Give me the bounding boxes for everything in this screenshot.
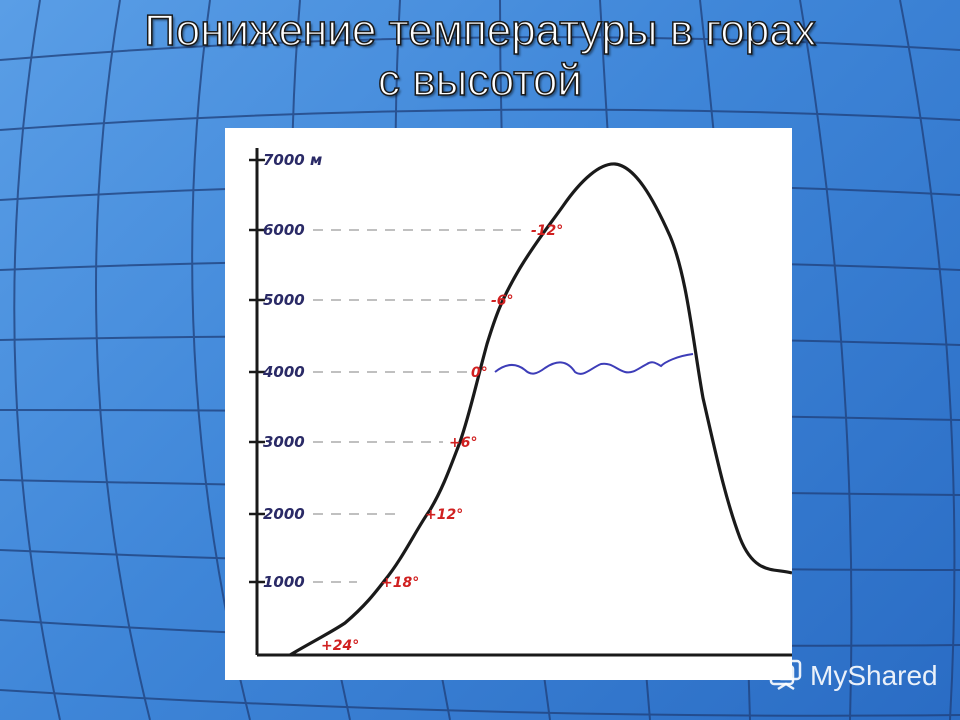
title-line-1: Понижение температуры в горах: [143, 5, 816, 56]
temperature-label: +6°: [449, 435, 477, 451]
base-temperature-label: +24°: [321, 638, 359, 654]
altitude-label: 2000: [263, 505, 305, 523]
slide-title: Понижение температуры в горах с высотой: [0, 5, 960, 106]
altitude-label: 5000: [263, 291, 305, 309]
temperature-label: +18°: [381, 575, 419, 591]
mountain-profile: [289, 162, 792, 657]
temperature-label: +12°: [425, 507, 463, 523]
mountain-temperature-diagram: 1000 2000 3000 4000 5000 6000 7000 м +18° +12° +…: [249, 148, 792, 657]
watermark-text: MyShared: [810, 660, 938, 691]
diagram-panel: 1000 2000 3000 4000 5000 6000 7000 м +18° +12° +…: [225, 128, 792, 680]
snow-line: [494, 353, 694, 375]
axis-ticks: [249, 158, 265, 584]
altitude-label: 1000: [263, 573, 305, 591]
altitude-label: 3000: [263, 433, 305, 451]
watermark: MyShared: [768, 656, 938, 696]
altitude-guide-lines: [313, 229, 525, 583]
altitude-label: 7000 м: [263, 151, 322, 169]
temperature-label: -12°: [531, 223, 563, 239]
temperature-label: 0°: [471, 365, 488, 381]
title-line-2: с высотой: [377, 55, 582, 106]
altitude-label: 4000: [262, 363, 305, 381]
myshared-logo-icon: [769, 659, 802, 691]
altitude-label: 6000: [263, 221, 305, 239]
temperature-label: -6°: [491, 293, 514, 309]
